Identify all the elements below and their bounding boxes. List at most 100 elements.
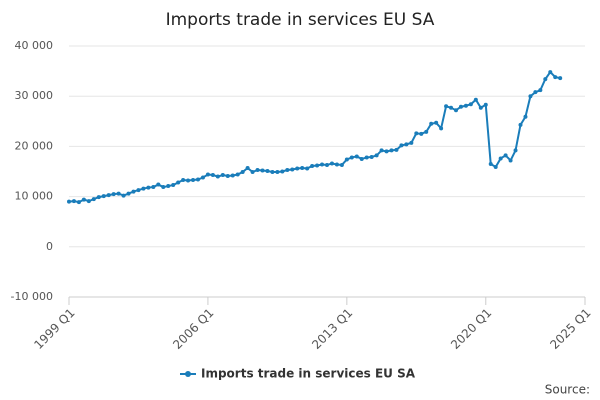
y-tick-label: 30 000 [15,89,54,102]
point [295,166,300,171]
point [394,147,399,152]
x-tick-label: 2006 Q1 [170,306,216,352]
point [176,180,181,185]
point [265,168,270,173]
point [339,162,344,167]
x-tick-label: 2013 Q1 [309,306,355,352]
point [404,142,409,147]
point [67,199,71,204]
point [245,165,250,170]
point [310,163,315,168]
point [220,173,225,178]
point [131,189,136,194]
point [344,157,349,162]
y-tick-label: 10 000 [15,190,54,203]
point [463,103,468,108]
point [424,129,429,134]
point [483,102,488,107]
point [444,104,449,109]
point [200,175,205,180]
point [389,148,394,153]
point [96,195,101,200]
point [205,172,210,177]
point [369,154,374,159]
point [240,170,245,175]
point [91,197,96,202]
point [101,194,106,199]
point [255,167,260,172]
point [250,170,255,175]
point [334,162,339,167]
point [523,114,528,119]
point [454,108,458,113]
point [106,193,111,198]
point [543,77,548,82]
point [161,185,166,190]
point [409,140,414,145]
point [186,178,191,183]
source: Source: [545,383,590,397]
point [196,177,200,182]
point [300,165,305,170]
y-tick-label: 0 [46,240,53,253]
point [434,120,439,125]
point [439,126,444,131]
point [280,169,285,174]
point [270,170,275,175]
point [384,149,389,154]
legend-label: Imports trade in services EU SA [201,367,416,381]
point [528,94,533,99]
point [315,163,320,168]
point [136,188,141,193]
point [235,172,240,177]
point [305,166,310,171]
point [275,170,280,175]
point [126,191,131,196]
point [116,191,121,196]
line [68,70,561,204]
legend-marker [185,371,191,377]
point [553,75,558,80]
x-tick-label: 2020 Q1 [448,306,494,352]
point [121,193,126,198]
point [76,200,81,205]
point [478,105,483,110]
point [429,121,434,126]
point [533,90,538,95]
point [473,97,478,102]
x-tick-label: 2025 Q1 [547,306,593,352]
point [156,182,161,187]
point [513,148,518,153]
point [538,88,543,93]
point [498,156,503,161]
point [503,153,508,158]
point [181,178,186,183]
point [320,162,325,167]
point [260,168,265,173]
point [379,148,384,153]
point [468,102,473,107]
y-tick-label: -10 000 [11,290,53,303]
point [86,199,91,204]
point [215,174,220,179]
point [325,162,329,167]
point [354,154,359,159]
point [290,167,295,172]
point [81,197,86,202]
chart-title: Imports trade in services EU SA [166,10,435,30]
point [349,155,354,160]
point [151,185,156,190]
point [171,183,176,188]
point [210,173,215,178]
point [399,143,404,148]
point [508,158,513,163]
y-tick-label: 40 000 [15,39,54,52]
point [191,178,196,183]
point [166,184,171,189]
point [146,185,151,190]
point [374,153,379,158]
point [548,70,553,75]
point [558,76,563,81]
